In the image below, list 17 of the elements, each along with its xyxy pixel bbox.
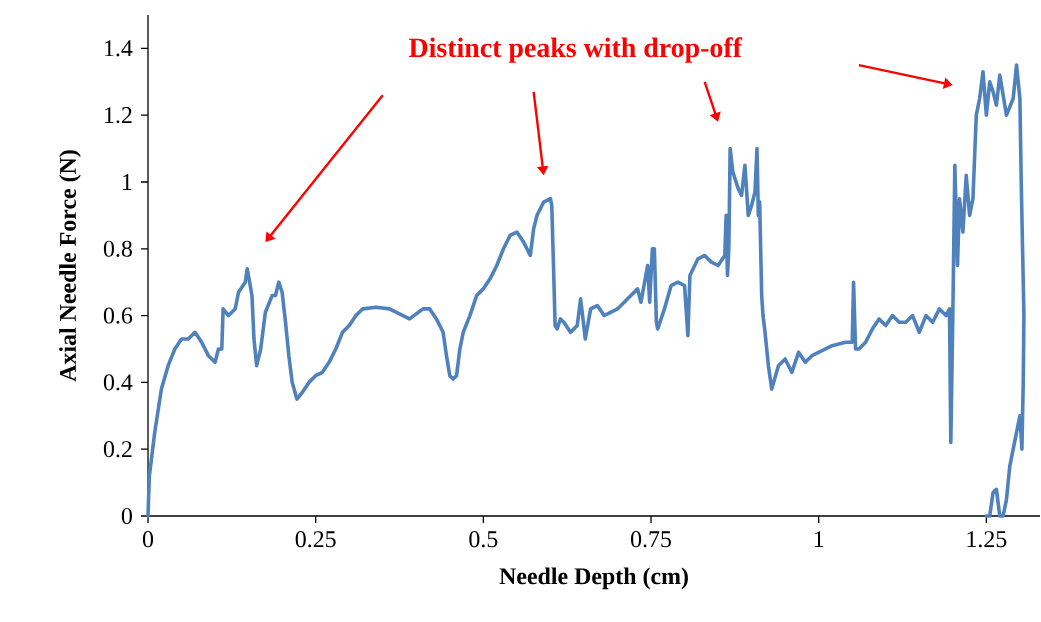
x-tick-label: 0.25 xyxy=(295,531,336,548)
y-tick-label: 1 xyxy=(123,174,132,190)
y-tick-label: 1.2 xyxy=(105,107,132,124)
y-tick-label: 0 xyxy=(121,507,132,525)
y-tick-label: 0.2 xyxy=(103,441,132,458)
y-tick-label: 0.6 xyxy=(103,307,133,324)
x-tick-label: 1.25 xyxy=(967,531,1007,548)
x-tick-label: 0 xyxy=(142,531,154,548)
x-axis-title: Needle Depth (cm) xyxy=(499,567,688,590)
y-axis-title: Axial Needle Force (N) xyxy=(59,150,81,382)
y-tick-label: 0.8 xyxy=(103,240,132,257)
x-tick-label: 0.75 xyxy=(631,531,671,548)
x-tick-label: 1 xyxy=(814,531,824,547)
y-tick-label: 0.4 xyxy=(103,374,133,391)
annotation: Distinct peaks with drop-off xyxy=(408,37,743,63)
x-tick-label: 0.5 xyxy=(469,531,498,548)
y-tick-label: 1.4 xyxy=(105,40,133,57)
